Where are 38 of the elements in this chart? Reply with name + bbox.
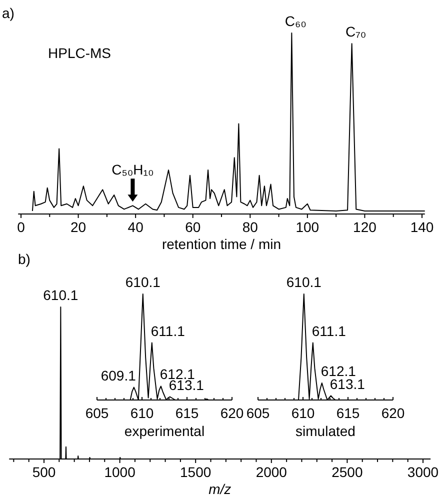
x-tick-label: 1000 [104, 464, 136, 480]
x-tick-label: 610 [130, 405, 154, 421]
x-tick-label: 120 [353, 219, 377, 235]
x-tick-label: 100 [296, 219, 320, 235]
x-axis-title: m/z [208, 481, 232, 497]
x-axis-title: experimental [124, 423, 205, 439]
x-tick-label: 80 [242, 219, 258, 235]
chart-title: a) [2, 5, 14, 21]
x-tick-label: 140 [410, 219, 434, 235]
x-tick-label: 620 [220, 405, 244, 421]
x-tick-label: 2500 [332, 464, 363, 480]
x-tick-label: 20 [70, 219, 86, 235]
x-tick-label: 40 [128, 219, 144, 235]
x-tick-label: 615 [175, 405, 199, 421]
x-tick-label: 605 [85, 405, 109, 421]
x-tick-label: 60 [185, 219, 201, 235]
annotation: 611.1 [150, 322, 186, 339]
annotation: HPLC-MS [48, 45, 112, 61]
annotation: C₆₀ [284, 13, 307, 29]
chart-title: b) [18, 251, 30, 267]
x-tick-label: 1500 [180, 464, 212, 480]
x-axis-title: retention time / min [162, 236, 282, 252]
annotation: 609.1 [100, 367, 136, 384]
annotation: C₇₀ [345, 24, 366, 40]
annotation: 610.1 [125, 274, 161, 290]
x-tick-label: 610 [291, 405, 315, 421]
x-tick-label: 500 [32, 464, 56, 480]
x-tick-label: 615 [336, 405, 360, 421]
annotation: 610.1 [286, 274, 322, 290]
x-tick-label: 0 [17, 219, 26, 235]
x-tick-label: 3000 [407, 464, 439, 480]
x-tick-label: 2000 [256, 464, 288, 480]
x-tick-label: 605 [246, 405, 270, 421]
annotation: C₅₀H₁₀ [112, 162, 154, 178]
x-axis-title: simulated [296, 423, 356, 439]
annotation: 610.1 [43, 287, 78, 303]
annotation: 611.1 [312, 322, 346, 339]
x-tick-label: 620 [381, 405, 405, 421]
